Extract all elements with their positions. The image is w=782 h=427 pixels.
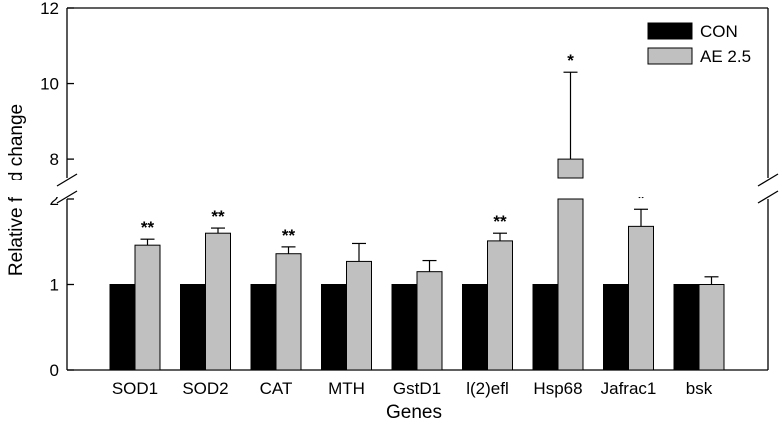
legend-swatch-con xyxy=(647,22,693,40)
y-tick-label-12: 12 xyxy=(40,0,59,18)
legend-label-ae: AE 2.5 xyxy=(700,47,751,66)
bar-ae-2 xyxy=(275,253,302,371)
legend: CON AE 2.5 xyxy=(647,22,751,66)
bar-con-5 xyxy=(462,284,488,371)
axis-break-slash-1-b xyxy=(757,190,779,204)
x-axis-title: Genes xyxy=(386,402,442,423)
significance-mark-2: ** xyxy=(282,226,296,245)
bar-ae-0 xyxy=(134,244,161,371)
error-bar-group xyxy=(140,71,719,285)
bar-ae-5 xyxy=(487,240,513,371)
bar-con-2 xyxy=(250,284,277,371)
y-tick-label-2: 2 xyxy=(50,190,59,209)
bar-con-6 xyxy=(532,284,559,371)
axis-break-slash-0-b xyxy=(56,190,78,204)
significance-mark-7: * xyxy=(638,188,645,207)
axis-break-group xyxy=(0,173,782,204)
bar-ae-6-upper xyxy=(557,158,584,179)
x-tick-label-0: SOD1 xyxy=(112,379,158,398)
bar-ae-1 xyxy=(205,232,231,371)
bar-con-8 xyxy=(673,284,700,371)
axis-break-slash-1-a xyxy=(757,173,779,187)
y-tick-label-10: 10 xyxy=(40,75,59,94)
legend-swatch-ae xyxy=(647,47,693,65)
bar-con-7 xyxy=(603,284,629,371)
x-tick-label-4: GstD1 xyxy=(393,379,441,398)
legend-label-con: CON xyxy=(700,22,738,41)
y-tick-label-0: 0 xyxy=(50,361,59,380)
bar-ae-3 xyxy=(346,260,372,371)
x-tick-label-2: CAT xyxy=(260,379,293,398)
x-tick-label-8: bsk xyxy=(686,379,713,398)
significance-mark-0: ** xyxy=(141,218,155,237)
bar-ae-7 xyxy=(628,225,654,371)
x-tick-label-7: Jafrac1 xyxy=(601,379,657,398)
bar-ae-8 xyxy=(698,284,725,371)
bar-con-3 xyxy=(321,284,347,371)
significance-mark-1: ** xyxy=(211,207,225,226)
significance-mark-6: * xyxy=(567,51,574,70)
significance-mark-5: ** xyxy=(493,212,507,231)
y-tick-label-8: 8 xyxy=(50,150,59,169)
significance-group: ********** xyxy=(141,51,645,245)
x-tick-label-3: MTH xyxy=(328,379,365,398)
bar-con-0 xyxy=(109,284,136,371)
x-tick-label-1: SOD2 xyxy=(182,379,228,398)
axis-break-gap xyxy=(0,180,782,197)
bar-con-1 xyxy=(180,284,206,371)
x-tick-label-6: Hsp68 xyxy=(533,379,582,398)
bar-ae-6-lower xyxy=(557,198,584,371)
bar-con-4 xyxy=(391,284,418,371)
x-tick-label-5: l(2)efl xyxy=(466,379,509,398)
axis-break-slash-0-a xyxy=(56,173,78,187)
y-tick-label-1: 1 xyxy=(50,276,59,295)
bar-ae-4 xyxy=(416,271,443,371)
